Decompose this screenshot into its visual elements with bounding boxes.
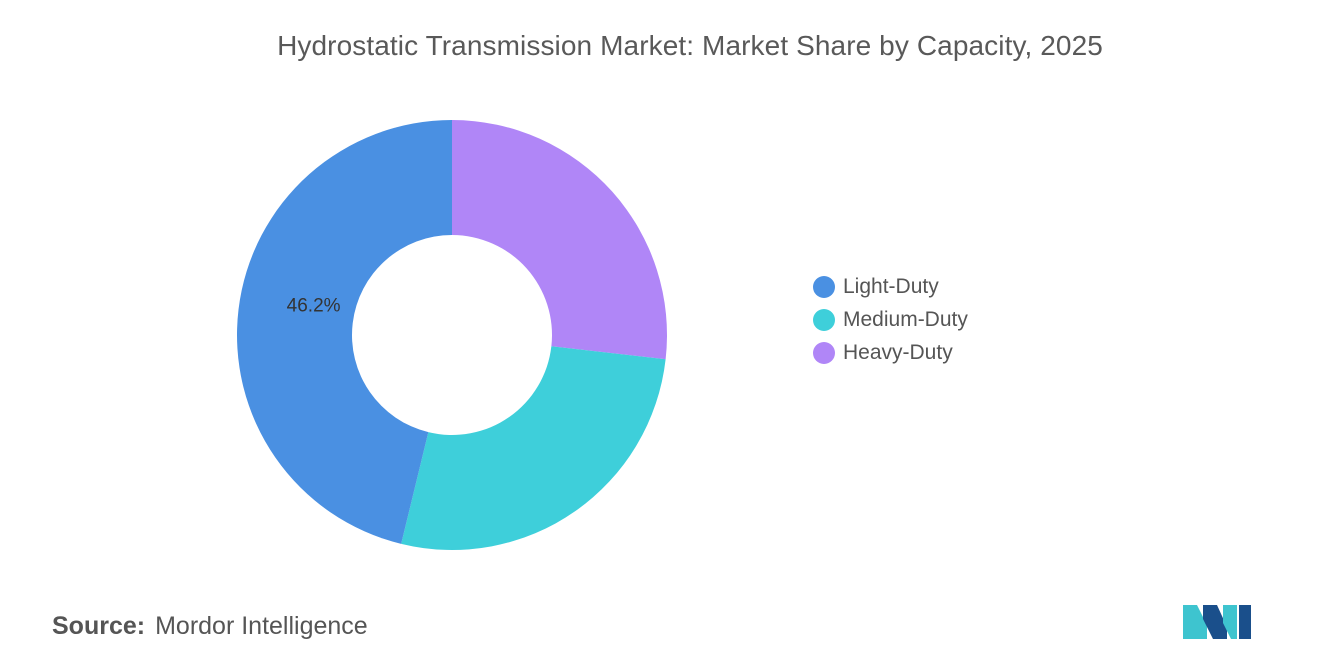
legend-item-light-duty: Light-Duty [813, 270, 968, 303]
slice-medium-duty [401, 346, 666, 550]
legend-swatch-icon [813, 308, 835, 331]
legend-swatch-icon [813, 341, 835, 364]
slice-light-duty [237, 120, 452, 544]
slice-heavy-duty [452, 120, 667, 360]
logo-shape-middle [1203, 605, 1227, 639]
legend-label: Medium-Duty [843, 307, 968, 331]
source-note: Source: Mordor Intelligence [52, 612, 368, 641]
source-value: Mordor Intelligence [155, 612, 368, 640]
legend-item-heavy-duty: Heavy-Duty [813, 336, 968, 369]
legend-label: Light-Duty [843, 274, 939, 298]
data-label-light-duty: 46.2% [287, 295, 341, 316]
legend-item-medium-duty: Medium-Duty [813, 303, 968, 336]
logo-shape-right [1223, 605, 1237, 639]
logo-shape-left [1183, 605, 1207, 639]
legend: Light-Duty Medium-Duty Heavy-Duty [813, 270, 968, 369]
data-labels: 46.2% [287, 295, 341, 316]
source-label: Source: [52, 612, 146, 640]
chart-title: Hydrostatic Transmission Market: Market … [277, 30, 1103, 61]
legend-swatch-icon [813, 275, 835, 298]
legend-label: Heavy-Duty [843, 340, 953, 364]
logo-shape-end [1239, 605, 1251, 639]
mordor-intelligence-logo-icon [1183, 605, 1251, 639]
donut-slices [237, 120, 667, 550]
